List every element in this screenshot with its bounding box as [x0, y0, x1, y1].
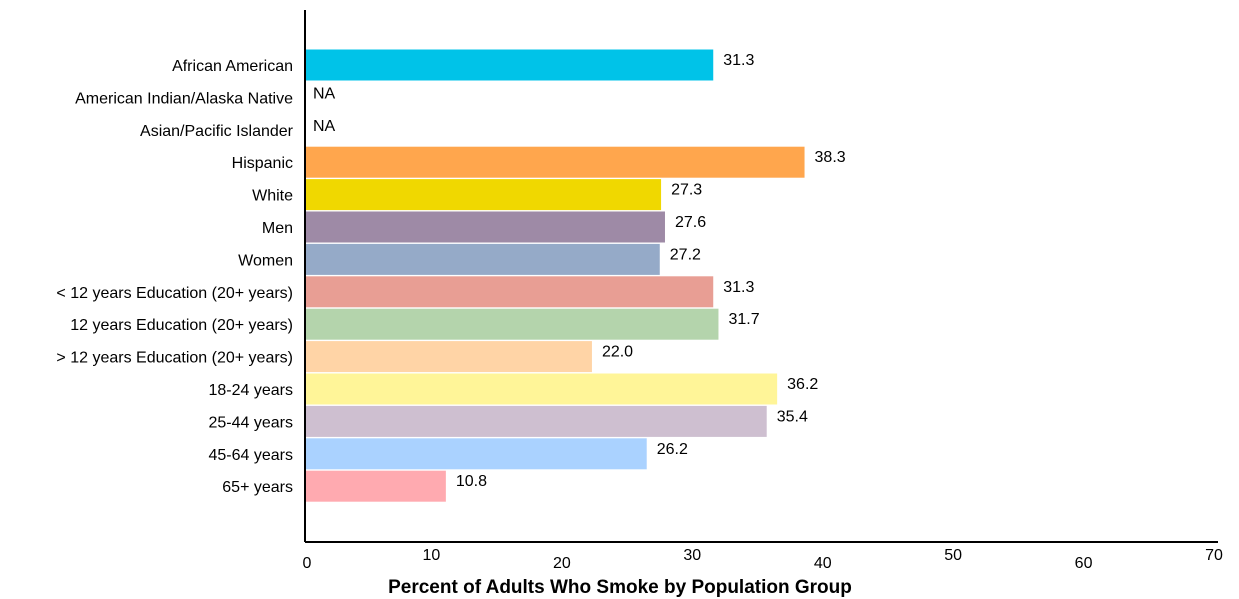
category-label: 65+ years: [222, 479, 293, 496]
bar: [305, 470, 446, 502]
x-tick-labels: 0 10 20 30 40 50 60 70: [303, 547, 1223, 572]
category-label: < 12 years Education (20+ years): [56, 285, 293, 302]
x-tick-label: 70: [1205, 547, 1223, 564]
bar: [305, 341, 592, 373]
x-tick-label: 0: [303, 555, 312, 572]
value-label: 35.4: [777, 408, 808, 425]
value-label: 22.0: [602, 344, 633, 361]
bar: [305, 373, 778, 405]
value-label: 31.7: [728, 311, 759, 328]
x-tick-label: 10: [423, 547, 441, 564]
value-label: 26.2: [657, 441, 688, 458]
category-label: 12 years Education (20+ years): [70, 317, 293, 334]
category-label: American Indian/Alaska Native: [75, 90, 293, 107]
value-label: NA: [313, 118, 336, 135]
value-label: 36.2: [787, 376, 818, 393]
bar: [305, 146, 805, 178]
value-label: 27.3: [671, 182, 702, 199]
category-label: African American: [172, 58, 293, 75]
x-tick-label: 20: [553, 555, 571, 572]
x-tick-label: 60: [1075, 555, 1093, 572]
value-label: 27.2: [670, 246, 701, 263]
category-label: > 12 years Education (20+ years): [56, 350, 293, 367]
bar: [305, 438, 647, 470]
value-label: 31.3: [723, 52, 754, 69]
category-label: 18-24 years: [209, 382, 294, 399]
bar: [305, 179, 662, 211]
bar: [305, 49, 714, 81]
value-label: 27.6: [675, 214, 706, 231]
value-label: 10.8: [456, 473, 487, 490]
category-label: White: [252, 188, 293, 205]
bar: [305, 276, 714, 308]
value-label: NA: [313, 85, 336, 102]
bar: [305, 308, 719, 340]
category-label: 45-64 years: [209, 447, 294, 464]
bar: [305, 243, 660, 275]
category-label: Men: [262, 220, 293, 237]
x-tick-label: 30: [683, 547, 701, 564]
category-label: 25-44 years: [209, 414, 294, 431]
bars: [305, 49, 805, 502]
value-label: 38.3: [815, 149, 846, 166]
category-label: Women: [238, 252, 293, 269]
category-labels: African American American Indian/Alaska N…: [56, 58, 293, 496]
value-labels: 31.3 NA NA 38.3 27.3 27.6 27.2 31.3 31.7 22.0 36.2…: [313, 52, 846, 490]
bar: [305, 405, 767, 437]
category-label: Asian/Pacific Islander: [140, 123, 294, 140]
category-label: Hispanic: [232, 155, 293, 172]
value-label: 31.3: [723, 279, 754, 296]
x-tick-label: 50: [944, 547, 962, 564]
x-axis-title: Percent of Adults Who Smoke by Populatio…: [388, 577, 852, 598]
x-tick-label: 40: [814, 555, 832, 572]
bar: [305, 211, 665, 243]
